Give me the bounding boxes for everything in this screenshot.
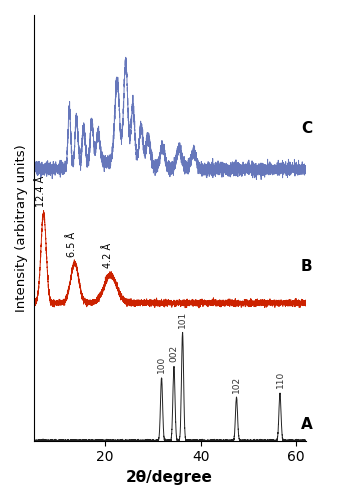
Text: 4.2 Å: 4.2 Å [103, 243, 113, 268]
Text: 101: 101 [178, 311, 187, 328]
X-axis label: 2θ/degree: 2θ/degree [126, 470, 213, 485]
Text: A: A [301, 417, 313, 432]
Y-axis label: Intensity (arbitrary units): Intensity (arbitrary units) [15, 144, 28, 312]
Text: 6.5 Å: 6.5 Å [67, 232, 77, 258]
Text: 002: 002 [170, 345, 179, 362]
Text: 100: 100 [157, 356, 166, 374]
Text: C: C [301, 121, 312, 136]
Text: 12.4 Å: 12.4 Å [36, 176, 46, 207]
Text: 102: 102 [232, 376, 241, 392]
Text: B: B [301, 259, 312, 274]
Text: 110: 110 [275, 371, 284, 388]
